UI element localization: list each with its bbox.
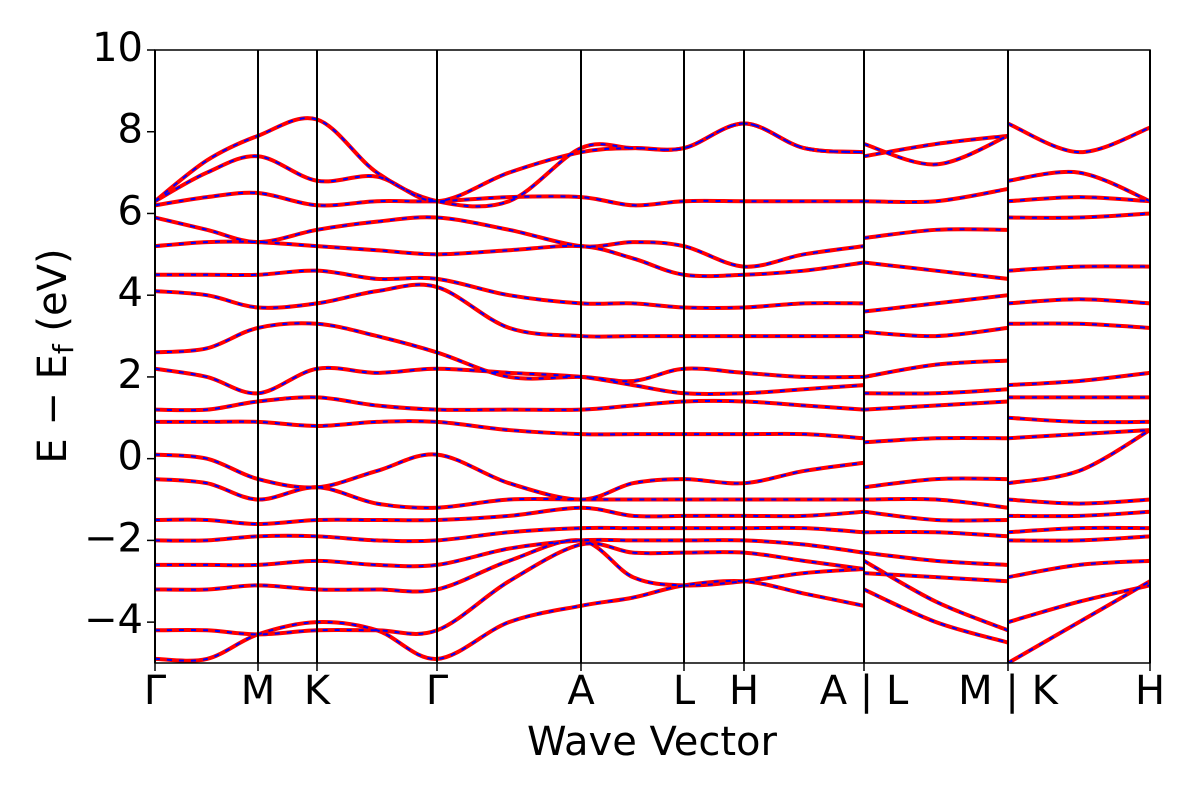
band-line <box>863 186 1009 205</box>
band-line <box>1007 122 1150 154</box>
band-line <box>863 530 1009 538</box>
band-line <box>1007 535 1150 542</box>
plot-frame <box>154 49 1151 664</box>
band-line <box>1007 212 1150 219</box>
band-line <box>863 133 1009 167</box>
x-tick-label: K <box>304 668 332 714</box>
band-line <box>863 510 1009 522</box>
band-line <box>863 134 1009 166</box>
band-line <box>1007 510 1150 518</box>
band-line <box>863 477 1009 489</box>
band-line <box>1007 429 1150 485</box>
band-line <box>863 559 1009 632</box>
band-line <box>863 551 1009 566</box>
band-line <box>1007 416 1150 424</box>
band-line <box>863 358 1009 379</box>
band-line <box>863 497 1009 509</box>
y-tick-label: 6 <box>118 188 143 234</box>
band-line <box>1007 580 1150 663</box>
y-axis-label: E − Ef (eV) <box>30 248 80 463</box>
y-axis-label-part: E − E <box>30 354 76 464</box>
band-line <box>863 587 1009 645</box>
band-line <box>863 588 1009 644</box>
x-tick-label: Γ <box>426 668 449 714</box>
band-line <box>155 366 865 396</box>
x-tick-label: L <box>673 668 696 714</box>
band-line <box>1007 121 1150 155</box>
x-tick-label: A <box>567 668 595 714</box>
x-axis-label: Wave Vector <box>527 719 778 765</box>
band-line <box>863 572 1009 583</box>
x-tick-label: H <box>729 668 759 714</box>
band-line <box>1007 559 1150 579</box>
band-line <box>155 268 865 310</box>
band-line <box>1007 498 1150 505</box>
y-tick-label: −4 <box>84 597 143 643</box>
band-line <box>863 294 1009 313</box>
band-line <box>1007 558 1150 580</box>
band-line <box>155 395 865 413</box>
y-tick-label: 4 <box>118 270 143 316</box>
y-axis-label-sub: f <box>47 343 80 354</box>
band-line <box>1007 265 1150 272</box>
band-line <box>863 359 1009 378</box>
band-line <box>155 578 865 663</box>
band-line <box>155 365 865 397</box>
band-line <box>863 228 1009 239</box>
band-line <box>863 400 1009 411</box>
band-line <box>863 187 1009 204</box>
band-line <box>863 134 1009 158</box>
band-line <box>155 239 865 279</box>
x-tick-label: H <box>1135 668 1165 714</box>
x-tick-label: M | K <box>958 668 1059 714</box>
x-tick-label: Γ <box>144 668 167 714</box>
band-line <box>155 452 865 502</box>
band-line <box>863 436 1009 444</box>
band-line <box>863 325 1009 339</box>
band-line <box>863 326 1009 338</box>
y-tick-label: 10 <box>92 25 143 71</box>
y-tick-label: −2 <box>84 515 143 561</box>
x-tick-label: A | L <box>820 668 909 714</box>
y-tick-label: 2 <box>118 352 143 398</box>
y-tick-label: 8 <box>118 107 143 153</box>
y-axis-label-part: (eV) <box>30 248 76 344</box>
x-tick-label: M <box>241 668 276 714</box>
y-tick-label: 0 <box>118 434 143 480</box>
band-line <box>155 453 865 501</box>
band-line <box>155 478 864 509</box>
band-line <box>1007 371 1150 387</box>
band-line <box>1007 298 1150 305</box>
band-line <box>155 419 865 441</box>
band-line <box>155 216 865 268</box>
band-line <box>1007 170 1150 203</box>
band-line <box>1007 429 1150 440</box>
band-line <box>155 240 865 278</box>
band-line <box>1007 584 1150 624</box>
band-line <box>863 388 1009 395</box>
band-line <box>1007 526 1150 534</box>
band-line <box>863 261 1009 280</box>
band-line <box>1007 196 1150 203</box>
band-line <box>1007 322 1150 329</box>
band-line <box>863 559 1009 633</box>
